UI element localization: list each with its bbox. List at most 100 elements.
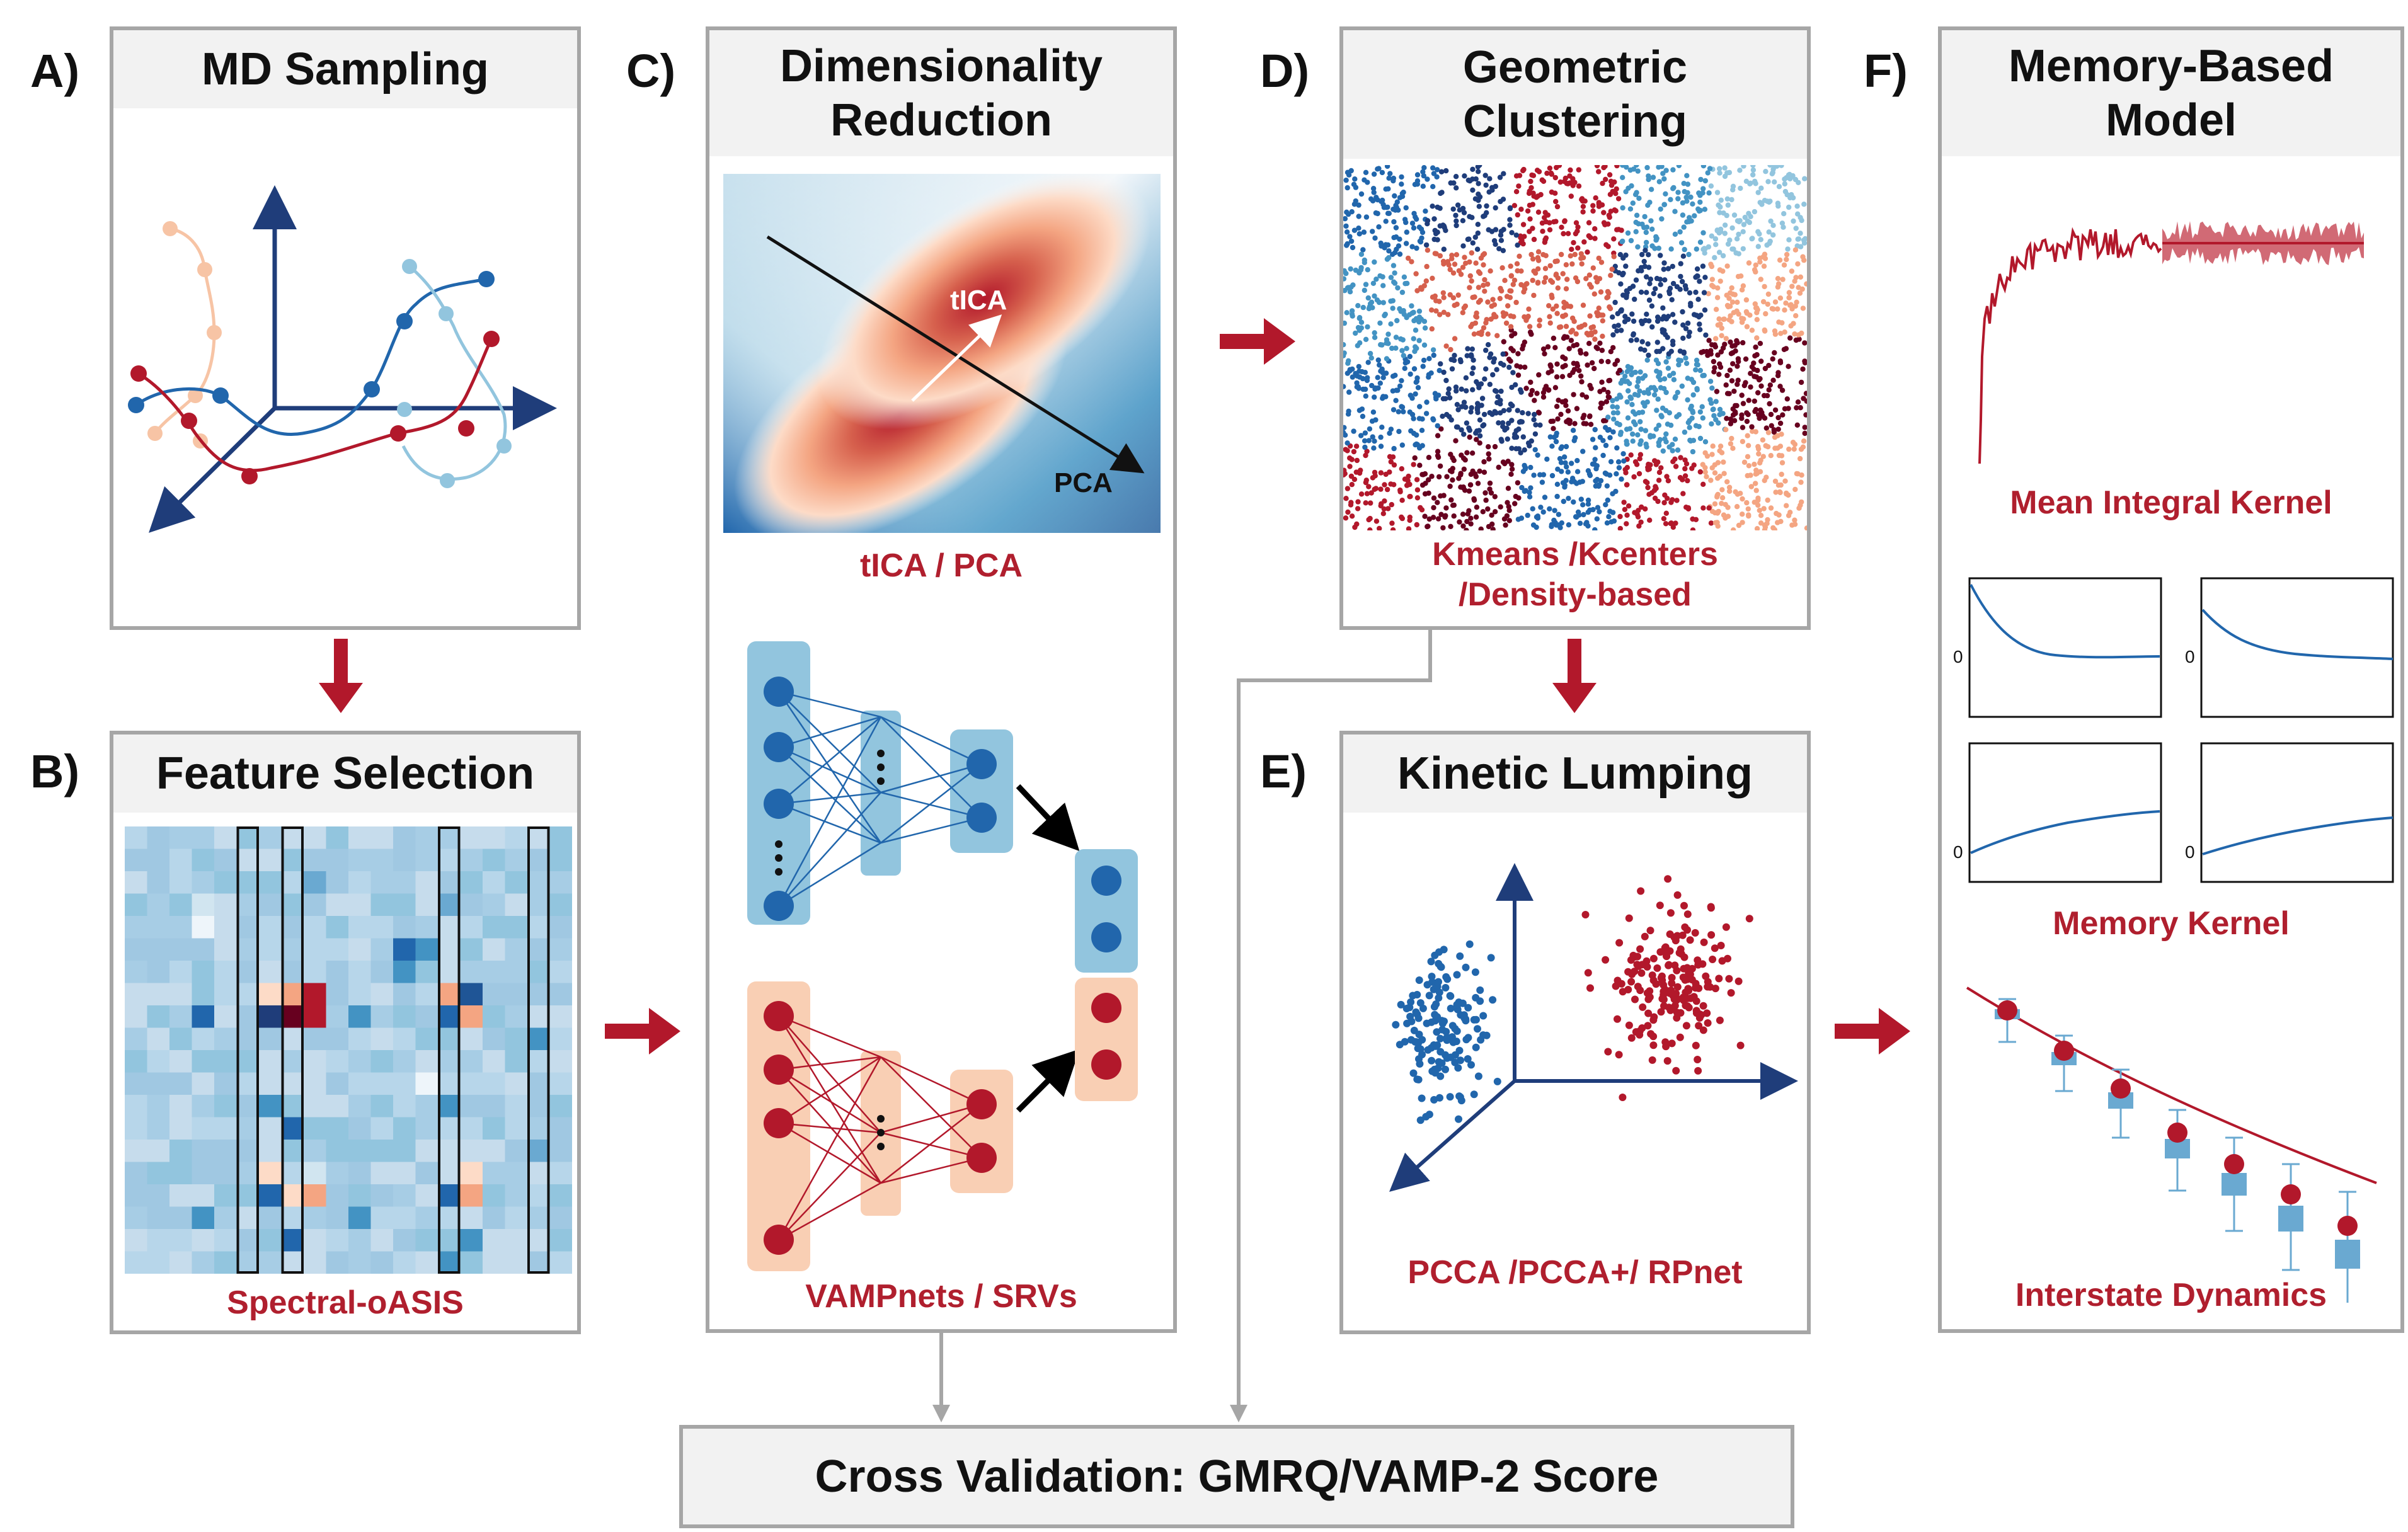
cluster-point bbox=[1519, 484, 1525, 491]
cluster-point bbox=[1353, 330, 1358, 336]
cluster-point bbox=[1502, 460, 1508, 467]
cluster-point bbox=[1758, 277, 1763, 282]
cluster-point bbox=[1393, 397, 1399, 403]
lump-point-red bbox=[1619, 1094, 1627, 1101]
cluster-point bbox=[1343, 472, 1346, 477]
lump-point-blue bbox=[1464, 1034, 1472, 1042]
cluster-point bbox=[1438, 361, 1443, 367]
network-red bbox=[747, 981, 1013, 1271]
cluster-point bbox=[1711, 369, 1717, 375]
cluster-point bbox=[1717, 278, 1723, 284]
cluster-point bbox=[1471, 496, 1477, 502]
heatmap-cell bbox=[125, 1162, 147, 1185]
cluster-point bbox=[1619, 227, 1624, 233]
cluster-point bbox=[1694, 266, 1700, 272]
cluster-point bbox=[1358, 191, 1365, 197]
cluster-point bbox=[1610, 429, 1616, 435]
lump-point-red bbox=[1673, 966, 1681, 975]
cluster-point bbox=[1646, 318, 1652, 324]
cluster-point bbox=[1629, 311, 1635, 317]
cluster-point bbox=[1420, 183, 1426, 189]
cluster-point bbox=[1411, 309, 1416, 316]
cluster-point bbox=[1607, 304, 1612, 310]
cluster-point bbox=[1697, 409, 1703, 415]
cluster-point bbox=[1473, 260, 1479, 266]
cluster-point bbox=[1375, 375, 1380, 380]
cluster-point bbox=[1653, 462, 1659, 467]
cluster-point bbox=[1592, 426, 1598, 433]
cluster-point bbox=[1547, 434, 1553, 440]
cluster-point bbox=[1522, 364, 1528, 370]
cluster-point bbox=[1477, 417, 1483, 423]
heatmap-cell bbox=[460, 826, 483, 849]
cluster-point bbox=[1440, 413, 1445, 419]
cluster-point bbox=[1421, 342, 1428, 348]
cluster-point bbox=[1726, 391, 1732, 397]
cluster-point bbox=[1515, 351, 1521, 357]
cluster-point bbox=[1610, 332, 1616, 338]
heatmap-cell bbox=[370, 871, 394, 894]
cluster-point bbox=[1581, 239, 1587, 245]
cluster-point bbox=[1481, 325, 1487, 331]
lump-point-blue bbox=[1414, 1075, 1423, 1083]
cluster-point bbox=[1536, 372, 1542, 378]
cluster-point bbox=[1476, 269, 1482, 275]
lump-point-red bbox=[1668, 979, 1676, 987]
cluster-point bbox=[1444, 474, 1450, 479]
cluster-point bbox=[1477, 440, 1482, 446]
cluster-point bbox=[1406, 526, 1412, 530]
cluster-point bbox=[1785, 246, 1791, 252]
heatmap-cell bbox=[169, 849, 192, 872]
cluster-point bbox=[1460, 512, 1466, 517]
heatmap-cell bbox=[192, 1072, 215, 1095]
cluster-point bbox=[1377, 380, 1383, 386]
cluster-point bbox=[1792, 442, 1798, 447]
cluster-point bbox=[1544, 456, 1550, 462]
cluster-point bbox=[1762, 477, 1767, 483]
heatmap-cell bbox=[304, 1005, 326, 1028]
cluster-point bbox=[1670, 524, 1676, 530]
cluster-point bbox=[1487, 486, 1493, 492]
heatmap-cell bbox=[169, 983, 192, 1006]
cluster-point bbox=[1776, 319, 1782, 325]
cluster-point bbox=[1547, 362, 1553, 368]
lump-point-red bbox=[1658, 995, 1666, 1003]
cluster-point bbox=[1436, 474, 1442, 480]
cluster-point bbox=[1344, 440, 1350, 446]
cluster-point bbox=[1712, 470, 1718, 476]
heatmap-cell bbox=[483, 938, 505, 961]
cluster-point bbox=[1552, 174, 1558, 181]
cluster-point bbox=[1370, 229, 1375, 234]
heatmap-cell bbox=[259, 1140, 282, 1162]
cluster-point bbox=[1423, 242, 1430, 248]
lump-point-blue bbox=[1455, 1046, 1464, 1055]
cluster-point bbox=[1370, 198, 1376, 203]
cluster-point bbox=[1668, 500, 1674, 505]
cluster-point bbox=[1728, 290, 1733, 296]
cluster-point bbox=[1608, 349, 1614, 355]
cluster-point bbox=[1394, 317, 1400, 324]
heatmap-cell bbox=[281, 1072, 304, 1095]
cluster-point bbox=[1688, 218, 1694, 224]
cluster-point bbox=[1583, 276, 1589, 282]
heatmap-cell bbox=[393, 1027, 416, 1051]
cluster-point bbox=[1414, 245, 1419, 251]
cluster-point bbox=[1750, 236, 1755, 241]
cluster-point bbox=[1610, 397, 1615, 404]
cluster-point bbox=[1482, 289, 1488, 294]
cluster-point bbox=[1492, 443, 1498, 450]
cluster-point bbox=[1389, 345, 1395, 352]
panel-kinetic-lumping: Kinetic Lumping PCCA /PCCA+/ RPnet bbox=[1339, 731, 1811, 1334]
cluster-point bbox=[1728, 339, 1733, 345]
lump-point-red bbox=[1664, 875, 1672, 883]
cluster-point bbox=[1447, 483, 1453, 489]
cluster-point bbox=[1553, 219, 1559, 224]
heatmap-cell bbox=[125, 871, 147, 894]
cluster-point bbox=[1663, 521, 1669, 527]
lump-point-blue bbox=[1470, 1015, 1478, 1024]
cluster-point bbox=[1779, 453, 1785, 459]
heatmap-cell bbox=[438, 1117, 461, 1140]
cluster-point bbox=[1481, 469, 1488, 475]
cluster-point bbox=[1568, 460, 1574, 466]
cluster-point bbox=[1658, 377, 1663, 383]
